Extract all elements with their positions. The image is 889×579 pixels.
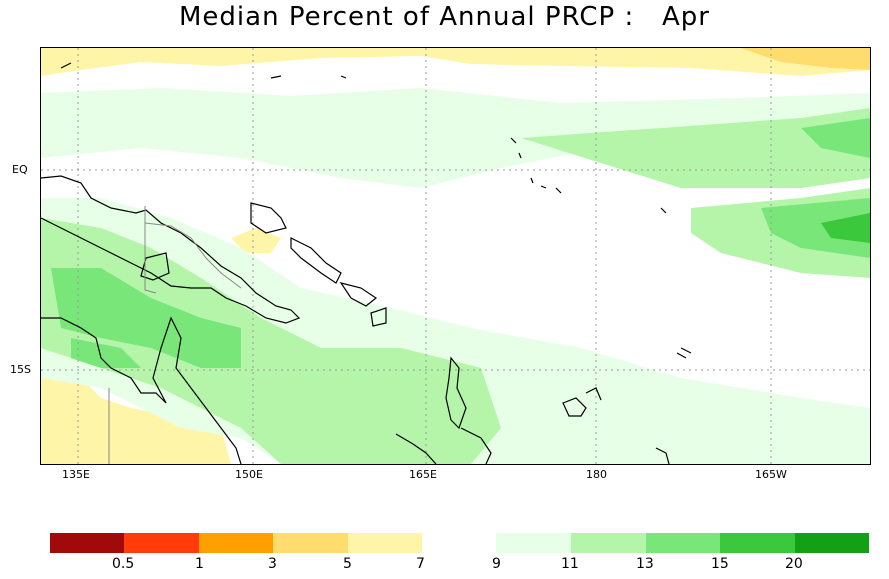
legend-swatch-wet-3 [646, 533, 720, 553]
legend-label-dry-5: 7 [416, 556, 425, 572]
lon-tick-135e: 135E [62, 468, 90, 481]
legend-label-wet-4: 15 [711, 556, 729, 572]
legend-label-dry-2: 1 [195, 556, 204, 572]
map-title: Median Percent of Annual PRCP : Apr [179, 2, 710, 32]
legend-swatch-wet-5 [795, 533, 869, 553]
legend-swatch-dry-2 [124, 533, 199, 553]
legend-swatch-dry-4 [273, 533, 348, 553]
legend-label-wet-1: 9 [492, 556, 501, 572]
legend-label-wet-2: 11 [561, 556, 579, 572]
legend-swatch-dry-3 [199, 533, 273, 553]
lon-tick-165w: 165W [755, 468, 787, 481]
lat-tick-15s: 15S [10, 363, 31, 376]
dry-zones [41, 48, 870, 464]
lon-tick-165e: 165E [409, 468, 437, 481]
lat-tick-eq: EQ [12, 163, 28, 176]
legend-swatch-wet-4 [720, 533, 795, 553]
lon-tick-150e: 150E [235, 468, 263, 481]
legend-label-dry-4: 5 [343, 556, 352, 572]
legend-label-dry-3: 3 [268, 556, 277, 572]
coastlines [41, 62, 692, 464]
graticule [41, 48, 870, 464]
legend-label-wet-5: 20 [785, 556, 803, 572]
legend-swatch-dry-5 [348, 533, 422, 553]
precipitation-map [40, 47, 871, 465]
wet-zones [41, 88, 870, 464]
legend-label-wet-3: 13 [636, 556, 654, 572]
lon-tick-180: 180 [586, 468, 607, 481]
legend-label-dry-1: 0.5 [112, 556, 135, 572]
legend-swatch-wet-2 [571, 533, 646, 553]
map-canvas [41, 48, 870, 464]
legend-swatch-dry-1 [50, 533, 124, 553]
legend-swatch-wet-1 [496, 533, 571, 553]
country-borders [108, 206, 242, 464]
